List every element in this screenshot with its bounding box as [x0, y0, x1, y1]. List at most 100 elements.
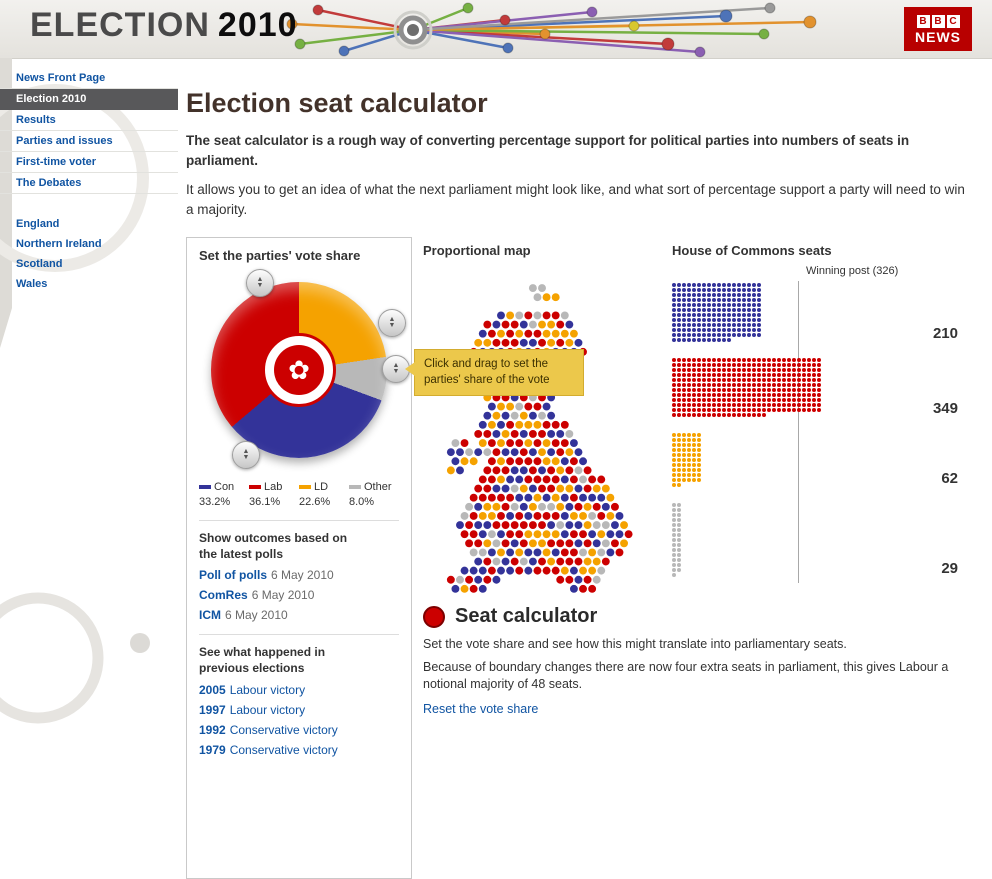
previous-election-1997[interactable]: 1997 Labour victory [199, 703, 399, 717]
winning-post-label: Winning post (326) [806, 265, 899, 278]
ld-seat-dots [672, 433, 701, 488]
vote-share-panel: Set the parties' vote share ✿ ▲ ▼ ▲ ▼ ▲ ▼ ▲… [186, 237, 412, 879]
other-share: 8.0% [349, 496, 375, 509]
sidebar-item-news-front-page[interactable]: News Front Page [0, 68, 178, 89]
election-radiating-lines-graphic [286, 2, 817, 58]
map-title: Proportional map [423, 243, 531, 259]
election-year[interactable]: 2005 [199, 682, 226, 697]
lab-color-chip [249, 485, 261, 490]
ld-label: LD [314, 481, 329, 494]
seat-row-con: 210 [672, 283, 968, 343]
page-title: Election seat calculator [186, 88, 488, 118]
lab-seat-count: 349 [932, 400, 958, 418]
seat-row-ld: 62 [672, 433, 968, 488]
proportional-map [446, 284, 633, 594]
seats-title: House of Commons seats [672, 243, 832, 259]
seat-calculator-summary: Seat calculator Set the vote share and s… [423, 605, 983, 718]
commons-seats-column: House of Commons seats Winning post (326… [672, 237, 968, 584]
site-title-word: ELECTION [30, 6, 210, 44]
poll-link-date: 6 May 2010 [225, 608, 288, 623]
election-year[interactable]: 1979 [199, 742, 226, 757]
poll-link-label[interactable]: ICM [199, 608, 221, 623]
election-result[interactable]: Conservative victory [229, 742, 338, 757]
pie-drag-handle-right-upper[interactable]: ▲ ▼ [378, 309, 406, 338]
divider [199, 520, 399, 522]
seat-row-other: 29 [672, 503, 968, 578]
vote-share-panel-title: Set the parties' vote share [199, 248, 361, 264]
labour-rose-logo: ✿ [262, 333, 336, 408]
reset-vote-share-link[interactable]: Reset the vote share [423, 701, 539, 716]
sidebar-main-links: News Front Page Election 2010 Results Pa… [0, 68, 178, 194]
election-result[interactable]: Labour victory [229, 682, 306, 697]
bbc-blocks: B B C [916, 14, 960, 28]
con-share: 33.2% [199, 496, 231, 509]
bbc-news-logo[interactable]: B B C NEWS [904, 7, 972, 51]
lab-seat-dots [672, 358, 821, 418]
other-seat-count: 29 [941, 560, 958, 578]
legend-lab: Lab 36.1% [249, 481, 299, 508]
previous-election-2005[interactable]: 2005 Labour victory [199, 683, 399, 697]
previous-election-1992[interactable]: 1992 Conservative victory [199, 723, 399, 737]
poll-link-date: 6 May 2010 [251, 588, 315, 603]
sidebar-item-northern-ireland[interactable]: Northern Ireland [16, 238, 102, 250]
seat-row-lab: 349 [672, 358, 968, 418]
red-circle-icon [423, 605, 445, 628]
seat-blocks: 210 349 62 29 [672, 283, 968, 593]
election-year[interactable]: 1997 [199, 702, 226, 717]
election-year[interactable]: 1992 [199, 722, 226, 737]
site-title-year: 2010 [217, 6, 298, 44]
ld-color-chip [299, 485, 311, 490]
other-seat-dots [672, 503, 681, 578]
sidebar-item-the-debates[interactable]: The Debates [0, 173, 178, 194]
ld-share: 22.6% [299, 496, 331, 509]
main-content: Election seat calculator The seat calcul… [186, 58, 984, 879]
sidebar-item-parties-and-issues[interactable]: Parties and issues [0, 131, 178, 152]
proportional-map-column: Proportional map [423, 237, 658, 605]
con-seat-dots [672, 283, 761, 343]
vote-share-pie-wrap: ✿ ▲ ▼ ▲ ▼ ▲ ▼ ▲ ▼ [204, 269, 410, 470]
lab-label: Lab [264, 481, 283, 494]
poll-link-label[interactable]: ComRes [199, 588, 248, 603]
bbc-letter: B [931, 14, 945, 28]
calculator-columns: Set the parties' vote share ✿ ▲ ▼ ▲ ▼ ▲ ▼ ▲… [186, 237, 984, 879]
poll-link-comres[interactable]: ComRes 6 May 2010 [199, 588, 399, 602]
poll-link-date: 6 May 2010 [271, 568, 334, 583]
other-color-chip [349, 485, 361, 490]
intro-bold-text: The seat calculator is a rough way of co… [186, 133, 910, 168]
bbc-letter: B [916, 14, 930, 28]
ld-seat-count: 62 [941, 470, 958, 488]
page-header: ELECTION 2010 B B C NEWS [0, 0, 992, 59]
drag-tooltip: Click and drag to set the parties' share… [405, 349, 584, 397]
sidebar-item-scotland[interactable]: Scotland [16, 258, 63, 270]
lab-share: 36.1% [249, 496, 281, 509]
poll-link-icm[interactable]: ICM 6 May 2010 [199, 608, 399, 622]
election-result[interactable]: Labour victory [229, 702, 306, 717]
calculator-line2: Because of boundary changes there are no… [423, 659, 949, 692]
intro-text: It allows you to get an idea of what the… [186, 182, 965, 217]
previous-elections-heading: See what happened in previous elections [199, 645, 326, 676]
con-color-chip [199, 485, 211, 490]
sidebar-item-election-2010[interactable]: Election 2010 [0, 89, 178, 110]
bbc-news-label: NEWS [915, 28, 961, 45]
party-legend: Con 33.2% Lab 36.1% LD 22.6% Other 8.0% [199, 481, 399, 508]
pie-drag-handle-top[interactable]: ▲ ▼ [246, 269, 274, 298]
sidebar-nav: News Front Page Election 2010 Results Pa… [0, 58, 178, 294]
pie-drag-handle-bottom[interactable]: ▲ ▼ [232, 441, 260, 470]
con-label: Con [214, 481, 235, 494]
poll-link-label[interactable]: Poll of polls [199, 568, 267, 583]
previous-election-1979[interactable]: 1979 Conservative victory [199, 743, 399, 757]
site-title: ELECTION 2010 [30, 6, 298, 45]
winning-post-line [798, 281, 799, 584]
other-label: Other [364, 481, 392, 494]
poll-link-poll-of-polls[interactable]: Poll of polls 6 May 2010 [199, 568, 399, 582]
rose-icon: ✿ [274, 345, 324, 396]
sidebar-item-results[interactable]: Results [0, 110, 178, 131]
polls-heading: Show outcomes based on the latest polls [199, 531, 348, 561]
sidebar-item-first-time-voter[interactable]: First-time voter [0, 152, 178, 173]
election-result[interactable]: Conservative victory [229, 722, 338, 737]
calculator-line1: Set the vote share and see how this migh… [423, 637, 847, 652]
sidebar-item-wales[interactable]: Wales [16, 278, 48, 290]
legend-con: Con 33.2% [199, 481, 249, 508]
sidebar-item-england[interactable]: England [16, 218, 60, 230]
legend-ld: LD 22.6% [299, 481, 349, 508]
